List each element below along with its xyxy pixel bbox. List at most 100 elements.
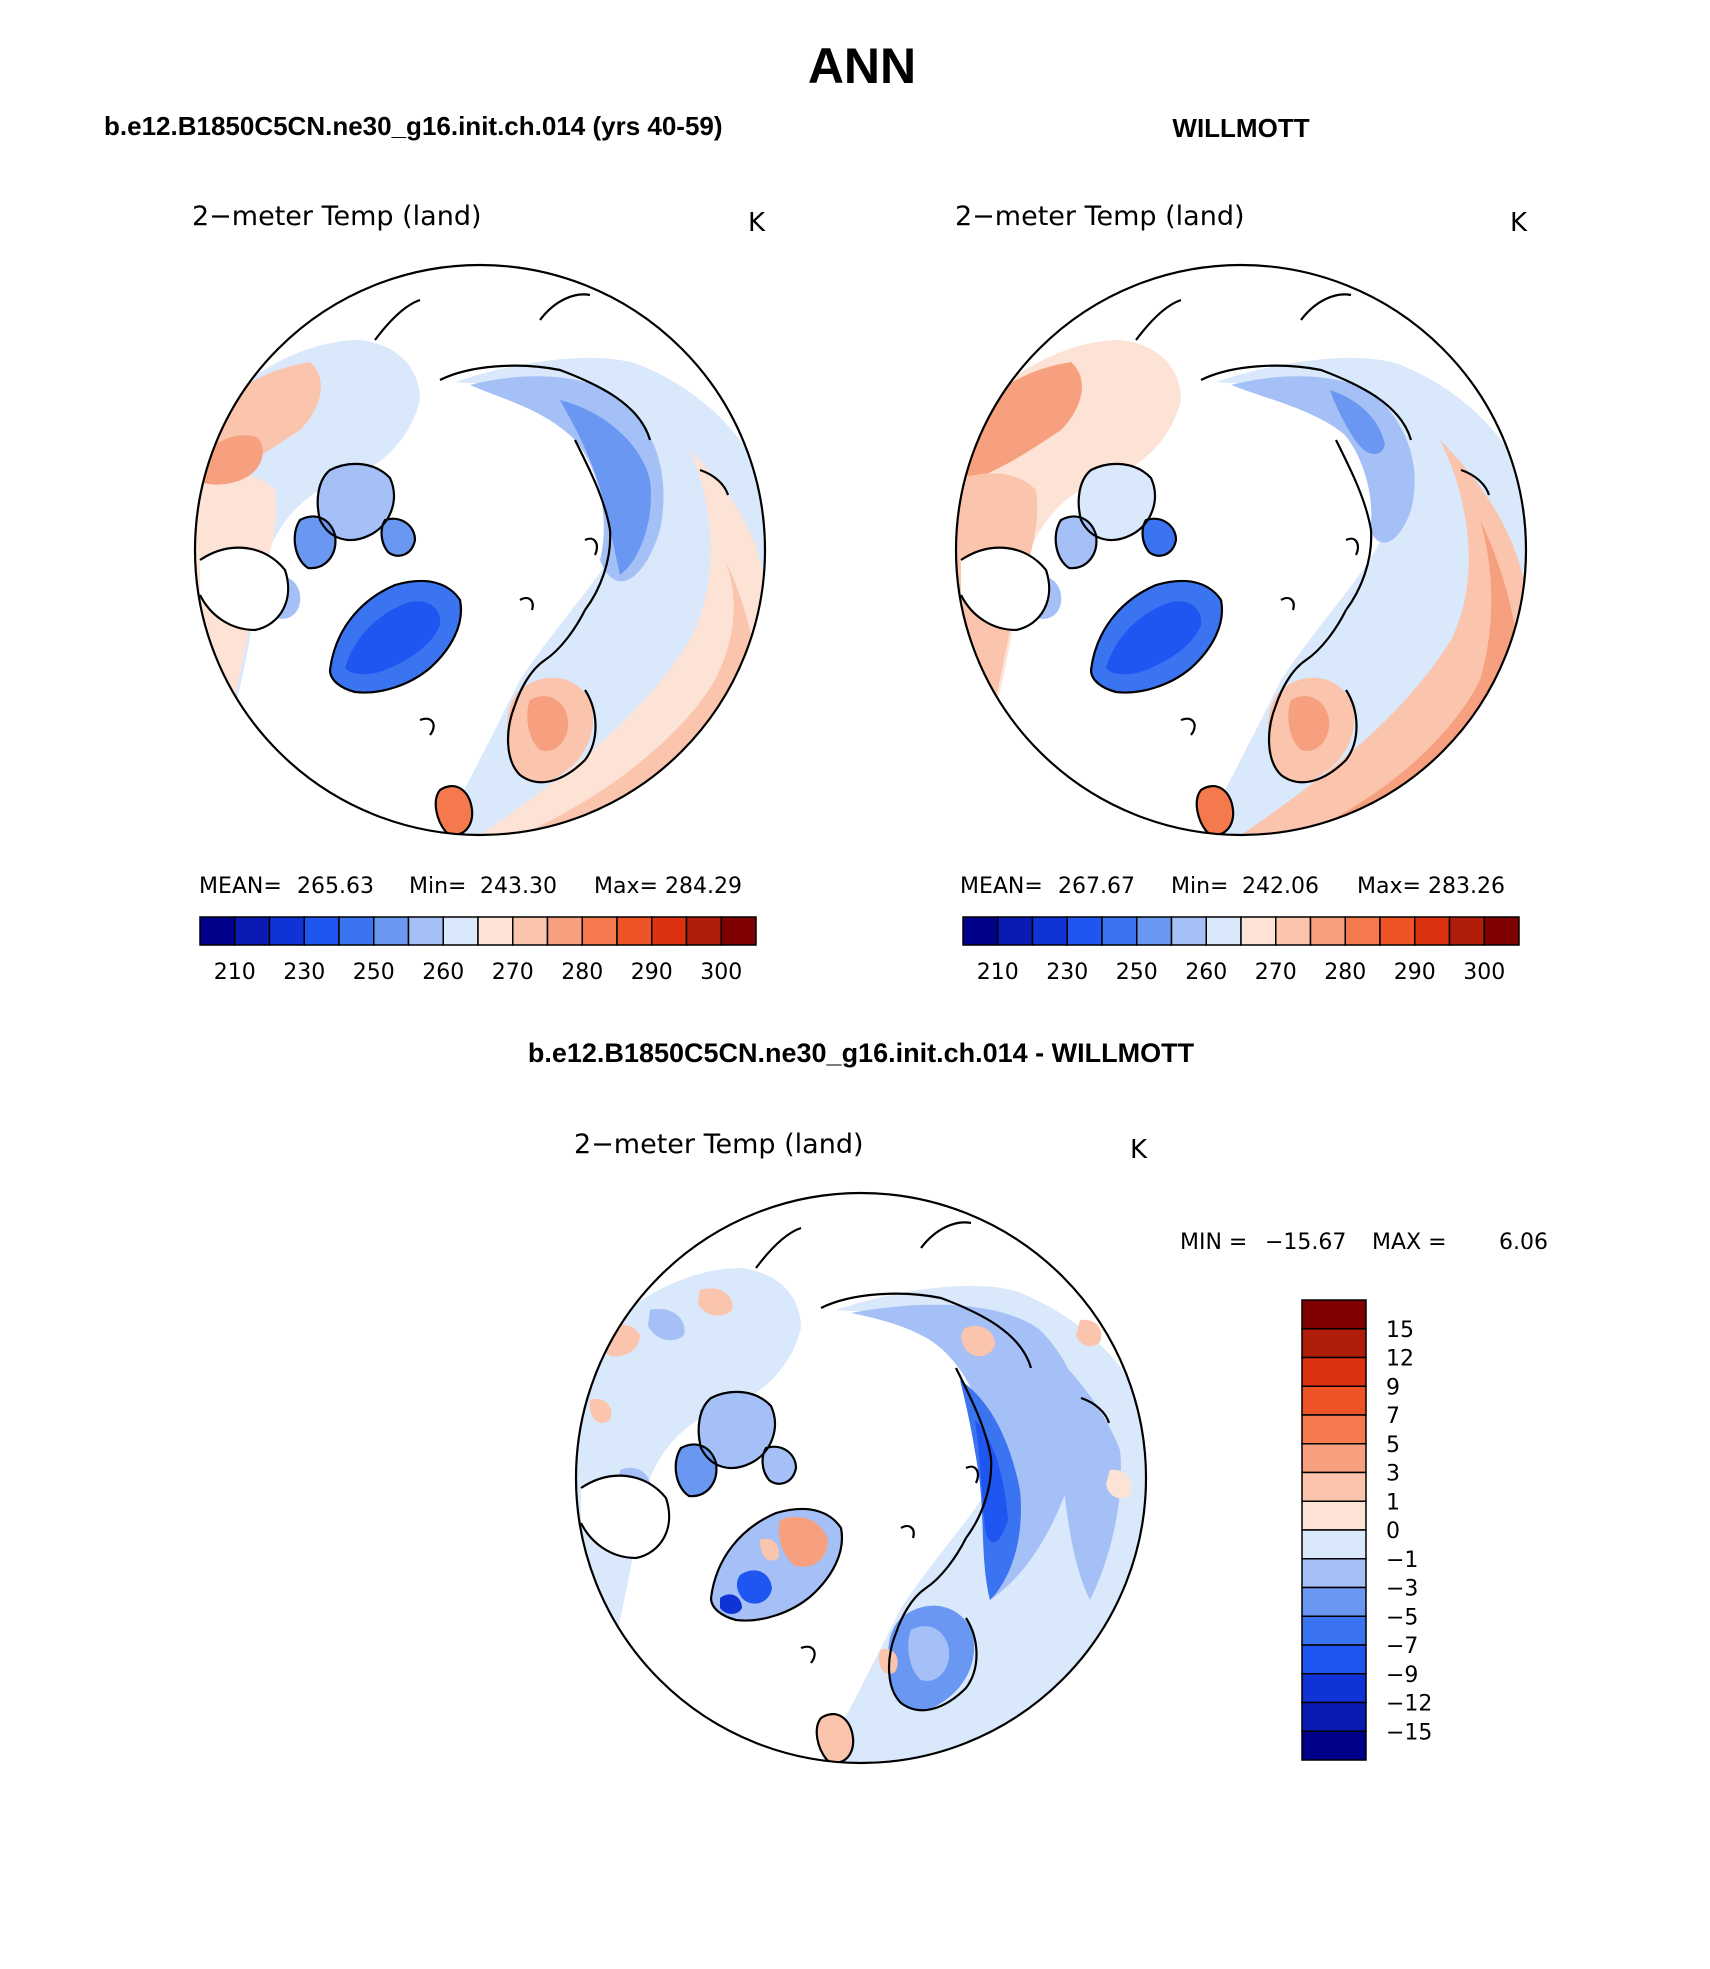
colorbar-tick-label: 250 [353,960,395,985]
model-max-value: 284.29 [665,874,742,899]
obs-min-label: Min= [1171,874,1228,899]
colorbar-tick-label: 290 [1394,960,1436,985]
obs-min-value: 242.06 [1242,874,1319,899]
colorbar-tick-label: 290 [631,960,673,985]
obs-map-border [954,263,1528,837]
colorbar-tick-label: −1 [1386,1548,1418,1573]
colorbar-box [581,916,618,946]
colorbar-box [1101,916,1138,946]
colorbar-box [1309,916,1346,946]
colorbar-tick-label: 230 [1046,960,1088,985]
colorbar-box [1448,916,1485,946]
colorbar-tick-label: 280 [561,960,603,985]
model-variable-label: 2−meter Temp (land) [192,201,482,232]
colorbar-tick-label: 260 [1185,960,1227,985]
colorbar-tick-label: 280 [1324,960,1366,985]
obs-mean-label: MEAN= [960,874,1043,899]
diff-min-value: −15.67 [1265,1230,1346,1255]
colorbar-tick-label: −15 [1386,1720,1432,1745]
colorbar-box [442,916,479,946]
obs-mean-value: 267.67 [1058,874,1135,899]
colorbar-box [373,916,410,946]
colorbar-tick-label: 12 [1386,1347,1414,1372]
colorbar-box [1301,1701,1367,1732]
diff-units-label: K [1130,1135,1148,1165]
colorbar-tick-label: 210 [977,960,1019,985]
diff-map [574,1191,1148,1765]
model-coastlines [199,293,730,835]
colorbar-box [199,916,236,946]
panel-obs: WILLMOTT 2−meter Temp (land) K [954,113,1528,985]
model-max-label: Max= [594,874,658,899]
colorbar-tick-label: 260 [422,960,464,985]
colorbar-box [997,916,1034,946]
colorbar-tick-label: 230 [283,960,325,985]
colorbar-box [1301,1443,1367,1474]
obs-title: WILLMOTT [1172,113,1309,143]
colorbar-box [477,916,514,946]
colorbar-box [1301,1644,1367,1675]
colorbar-box [651,916,688,946]
panel-model: b.e12.B1850C5CN.ne30_g16.init.ch.014 (yr… [104,111,767,985]
diff-variable-label: 2−meter Temp (land) [574,1129,864,1160]
obs-stats: MEAN= 267.67 Min= 242.06 Max= 283.26 [960,874,1505,899]
colorbar-tick-label: −12 [1386,1692,1432,1717]
model-stats: MEAN= 265.63 Min= 243.30 Max= 284.29 [199,874,742,899]
colorbar-box [1301,1730,1367,1761]
colorbar-box [268,916,305,946]
colorbar-box [338,916,375,946]
colorbar-box [1301,1385,1367,1416]
panel-diff: b.e12.B1850C5CN.ne30_g16.init.ch.014 - W… [528,1038,1548,1765]
obs-max-value: 283.26 [1428,874,1505,899]
colorbar-tick-label: 270 [492,960,534,985]
colorbar-box [1170,916,1207,946]
obs-land-field [956,340,1526,835]
colorbar-box [685,916,722,946]
colorbar-box [1301,1500,1367,1531]
model-colorbar: 210 230 250 260 270 280 290 300 [199,916,757,985]
colorbar-box [1301,1586,1367,1617]
colorbar-box [1414,916,1451,946]
colorbar-tick-label: 300 [1463,960,1505,985]
colorbar-box [1031,916,1068,946]
colorbar-box [1301,1414,1367,1445]
colorbar-tick-label: −7 [1386,1634,1418,1659]
obs-max-label: Max= [1357,874,1421,899]
obs-map [954,263,1528,837]
model-units-label: K [748,208,766,238]
model-min-label: Min= [409,874,466,899]
colorbar-tick-label: 300 [700,960,742,985]
colorbar-tick-label: −9 [1386,1663,1418,1688]
model-title: b.e12.B1850C5CN.ne30_g16.init.ch.014 (yr… [104,111,723,141]
colorbar-box [962,916,999,946]
model-mean-label: MEAN= [199,874,282,899]
colorbar-tick-label: 5 [1386,1433,1400,1458]
diff-max-label: MAX = [1372,1230,1447,1255]
colorbar-tick-label: −5 [1386,1605,1418,1630]
diff-colorbar: 15 12 9 7 5 3 1 0 −1 −3 −5 −7 −9 −12 −15 [1301,1299,1432,1761]
colorbar-box [720,916,757,946]
diff-min-label: MIN = [1180,1230,1247,1255]
diff-stats: MIN = −15.67 MAX = 6.06 [1180,1230,1548,1255]
colorbar-box [1240,916,1277,946]
diff-title: b.e12.B1850C5CN.ne30_g16.init.ch.014 - W… [528,1038,1195,1068]
colorbar-box [1066,916,1103,946]
obs-coastlines [960,293,1491,835]
colorbar-tick-label: 3 [1386,1462,1400,1487]
colorbar-box [1301,1558,1367,1589]
colorbar-box [1275,916,1312,946]
colorbar-tick-label: 250 [1116,960,1158,985]
colorbar-box [1344,916,1381,946]
colorbar-box [616,916,653,946]
colorbar-box [1379,916,1416,946]
colorbar-box [1205,916,1242,946]
page-title: ANN [808,38,916,94]
model-map-border [193,263,767,837]
model-min-value: 243.30 [480,874,557,899]
obs-units-label: K [1510,208,1528,238]
colorbar-box [1301,1673,1367,1704]
model-mean-value: 265.63 [297,874,374,899]
obs-variable-label: 2−meter Temp (land) [955,201,1245,232]
colorbar-tick-label: 1 [1386,1490,1400,1515]
